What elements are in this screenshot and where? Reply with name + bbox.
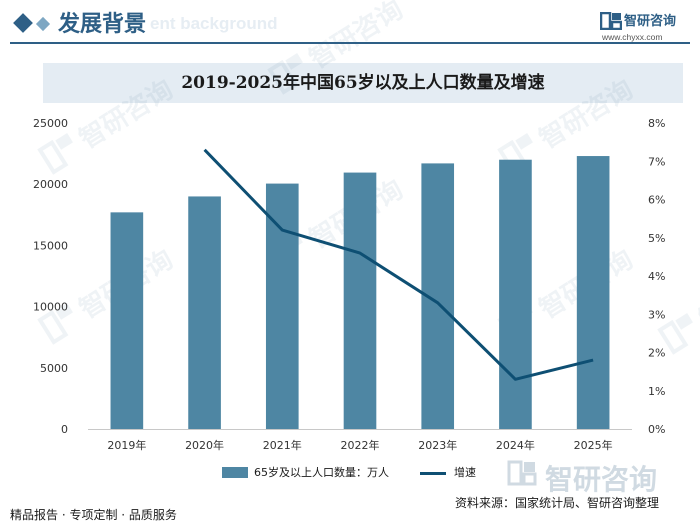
- x-tick-label: 2025年: [574, 438, 613, 452]
- y2-tick-label: 7%: [648, 155, 665, 168]
- y2-tick-label: 6%: [648, 194, 665, 207]
- x-tick-label: 2024年: [496, 438, 535, 452]
- y-tick-label: 25000: [33, 117, 68, 130]
- chart-title-band: 2019-2025年中国65岁以及上人口数量及增速: [43, 63, 683, 103]
- header-ghost-text: ent background: [150, 14, 278, 33]
- watermark-text: 智研咨询: [534, 74, 639, 155]
- header-divider: [10, 42, 690, 44]
- watermark-icon: [55, 133, 73, 150]
- x-tick-label: 2019年: [107, 438, 146, 452]
- bar: [265, 183, 299, 429]
- y2-tick-label: 0%: [648, 423, 665, 436]
- watermark-icon: [55, 303, 73, 320]
- bar: [576, 156, 610, 429]
- x-tick-label: 2023年: [418, 438, 457, 452]
- footer-tagline: 精品报告 · 专项定制 · 品质服务: [10, 508, 177, 522]
- data-source: 资料来源：国家统计局、智研咨询整理: [455, 496, 660, 510]
- y2-tick-label: 4%: [648, 270, 665, 283]
- y2-tick-label: 8%: [648, 117, 665, 130]
- y2-tick-label: 5%: [648, 232, 665, 245]
- y-tick-label: 0: [61, 423, 68, 436]
- y-tick-label: 5000: [40, 362, 68, 375]
- brand-logo: 智研咨询 www.chyxx.com: [600, 10, 692, 44]
- x-tick-label: 2022年: [341, 438, 380, 452]
- y2-tick-label: 2%: [648, 347, 665, 360]
- brand-logo-icon: [600, 12, 622, 30]
- bar: [110, 212, 144, 429]
- footer-brand-name: 智研咨询: [545, 463, 658, 496]
- watermark-icon: [515, 133, 533, 150]
- bar-series: [110, 156, 610, 429]
- watermark-icon: [37, 139, 69, 175]
- legend-bar-label: 65岁及以上人口数量：万人: [254, 466, 389, 479]
- x-tick-label: 2020年: [185, 438, 224, 452]
- watermark-mark: 智研咨询: [657, 254, 700, 355]
- bar: [499, 159, 532, 429]
- watermark-icon: [37, 309, 69, 345]
- bar: [343, 172, 377, 429]
- y-tick-label: 10000: [33, 301, 68, 314]
- watermark-text: 智研咨询: [304, 0, 409, 75]
- page-title: 发展背景: [58, 12, 147, 37]
- watermark-mark: 智研咨询: [267, 0, 409, 95]
- y2-tick-label: 3%: [648, 308, 665, 321]
- watermark-icon: [675, 313, 693, 330]
- bar: [188, 196, 221, 429]
- y-tick-label: 20000: [33, 178, 68, 191]
- y-tick-label: 15000: [33, 239, 68, 252]
- footer-brand-watermark: 智研咨询: [507, 456, 697, 496]
- diamond-small-icon: [35, 16, 51, 32]
- watermark-text: 智研咨询: [694, 254, 700, 335]
- y-axis-ticks: 0 5000 10000 15000 20000 25000: [33, 117, 68, 436]
- watermark-icon: [657, 319, 689, 355]
- brand-name: 智研咨询: [624, 14, 677, 29]
- brand-url: www.chyxx.com: [602, 32, 663, 42]
- combo-chart: 智研咨询智研咨询智研咨询智研咨询智研咨询智研咨询智研咨询 05000100001…: [33, 0, 700, 452]
- x-tick-label: 2021年: [263, 438, 302, 452]
- y2-axis-ticks: 0% 1% 2% 3% 4% 5% 6% 7% 8%: [648, 117, 665, 436]
- legend-line-label: 增速: [454, 466, 476, 479]
- footer-brand-icon: [507, 460, 537, 486]
- watermark-icon: [285, 53, 303, 70]
- x-axis-ticks: 2019年 2020年 2021年 2022年 2023年 2024年 2025年: [107, 438, 612, 452]
- growth-rate-line: [203, 148, 594, 381]
- y2-tick-label: 1%: [648, 385, 665, 398]
- watermark-text: 智研咨询: [74, 74, 179, 155]
- watermark-icon: [267, 59, 299, 95]
- legend-bar-swatch: [222, 467, 248, 478]
- diamond-icon: [13, 13, 33, 33]
- legend-line-swatch: [420, 472, 446, 475]
- chart-title: 2019-2025年中国65岁以及上人口数量及增速: [181, 73, 545, 93]
- watermark-mark: 智研咨询: [37, 244, 179, 345]
